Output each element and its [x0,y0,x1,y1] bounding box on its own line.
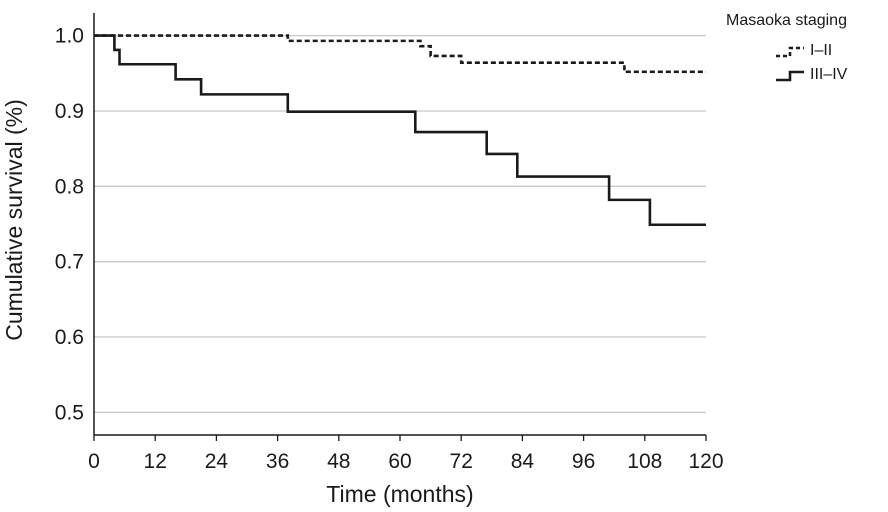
legend-label-series-1: I–II [810,42,832,59]
y-tick-labels: 0.5 0.6 0.7 0.8 0.9 1.0 [55,25,84,425]
y-tick-label: 0.5 [55,401,84,424]
axes [93,13,706,436]
x-axis-title: Time (months) [326,481,473,507]
x-tick-label: 96 [572,450,595,473]
series-layer [94,34,706,227]
x-tick-label: 12 [144,450,167,473]
x-tick-label: 72 [450,450,473,473]
x-tick-label: 36 [266,450,289,473]
x-tick-label: 60 [388,450,411,473]
x-tick-label: 84 [511,450,535,473]
legend: Masaoka staging I–II III–IV [726,12,848,83]
y-axis-title: Cumulative survival (%) [1,99,27,341]
y-tick-label: 0.7 [55,251,84,274]
legend-label-series-2: III–IV [810,66,848,83]
x-tick-labels: 0 12 24 36 48 60 72 84 96 108 120 [88,435,724,473]
legend-swatch-series-2 [776,70,804,82]
x-tick-label: 24 [205,450,229,473]
x-tick-label: 48 [327,450,350,473]
y-tick-label: 1.0 [55,25,84,48]
grid-lines [94,34,706,414]
y-tick-label: 0.9 [55,100,84,123]
y-tick-label: 0.8 [55,175,84,198]
series-line-1 [94,34,706,74]
legend-swatch-series-1 [776,46,804,58]
y-tick-label: 0.6 [55,326,84,349]
series-line-2 [94,34,706,227]
x-tick-label: 0 [88,450,100,473]
x-tick-label: 108 [627,450,662,473]
x-tick-label: 120 [688,450,723,473]
legend-title: Masaoka staging [726,12,847,29]
